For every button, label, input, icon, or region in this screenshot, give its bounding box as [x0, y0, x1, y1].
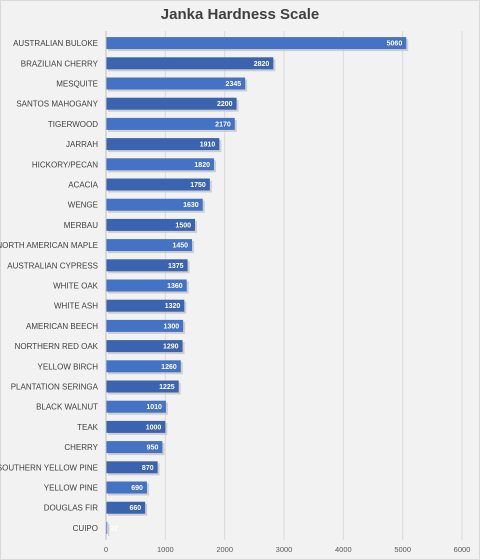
bar: [106, 299, 185, 312]
category-label: WHITE ASH: [54, 302, 98, 311]
bar: [106, 158, 214, 171]
value-label: 2200: [217, 101, 233, 108]
value-label: 1820: [194, 162, 210, 169]
bar: [106, 360, 181, 373]
bar: [106, 461, 158, 474]
chart-title: Janka Hardness Scale: [160, 6, 320, 23]
bar: [106, 117, 235, 130]
category-label: AMERICAN BEECH: [26, 322, 98, 331]
category-label: AUSTRALIAN CYPRESS: [7, 261, 98, 270]
category-label: SOUTHERN YELLOW PINE: [0, 463, 98, 472]
bar: [106, 178, 210, 191]
category-label: DOUGLAS FIR: [44, 504, 98, 513]
category-label: TEAK: [77, 423, 99, 432]
category-label: PLANTATION SERINGA: [11, 383, 99, 392]
category-label: YELLOW BIRCH: [38, 362, 99, 371]
bar: [106, 340, 183, 353]
value-label: 1500: [175, 222, 191, 229]
bar: [106, 37, 407, 50]
value-label: 1375: [168, 263, 184, 270]
category-label: WENGE: [68, 201, 98, 210]
category-label: NORTHERN RED OAK: [15, 342, 99, 351]
value-label: 1010: [146, 404, 162, 411]
x-tick-label: 4000: [335, 545, 352, 554]
x-tick-label: 6000: [454, 545, 471, 554]
category-label: ACACIA: [68, 181, 98, 190]
category-label: MERBAU: [64, 221, 98, 230]
bar: [106, 380, 179, 393]
bar: [106, 441, 163, 454]
value-label: 950: [147, 445, 159, 452]
category-label: SANTOS MAHOGANY: [16, 100, 98, 109]
category-label: AUSTRALIAN BULOKE: [13, 39, 98, 48]
category-label: YELLOW PINE: [44, 484, 98, 493]
category-label: HICKORY/PECAN: [32, 160, 98, 169]
bar: [106, 259, 188, 272]
value-label: 1000: [146, 424, 162, 431]
value-label: 1630: [183, 202, 199, 209]
category-label: JARRAH: [66, 140, 98, 149]
category-label: CHERRY: [64, 443, 98, 452]
value-label: 1750: [190, 182, 206, 189]
bar-shadow: [108, 523, 110, 536]
bar: [106, 97, 237, 110]
bar: [106, 239, 193, 252]
value-label: 5060: [387, 41, 403, 48]
value-label: 1360: [167, 283, 183, 290]
bar: [106, 279, 187, 292]
x-tick-label: 0: [104, 545, 108, 554]
category-label: TIGERWOOD: [48, 120, 98, 129]
value-label: 2345: [226, 81, 242, 88]
bar: [106, 218, 195, 231]
category-label: NORTH AMERICAN MAPLE: [0, 241, 98, 250]
value-label: 870: [142, 465, 154, 472]
value-label: 1290: [163, 344, 179, 351]
category-label: WHITE OAK: [53, 282, 99, 291]
value-label: 660: [129, 505, 141, 512]
category-label: MESQUITE: [56, 80, 98, 89]
value-label: 1320: [165, 303, 181, 310]
bar: [106, 420, 166, 433]
x-tick-label: 3000: [276, 545, 293, 554]
bar: [106, 501, 146, 514]
category-label: CUIPO: [73, 524, 98, 533]
bar: [106, 400, 166, 413]
value-label: 1260: [161, 364, 177, 371]
bar: [106, 481, 147, 494]
value-label: 1910: [200, 142, 216, 149]
value-label: 2820: [254, 61, 270, 68]
x-tick-label: 1000: [157, 545, 174, 554]
bar: [106, 57, 274, 70]
value-label: 690: [131, 485, 143, 492]
category-label: BRAZILIAN CHERRY: [21, 59, 99, 68]
value-label: 1300: [164, 323, 180, 330]
bar: [106, 521, 108, 534]
category-label: BLACK WALNUT: [36, 403, 98, 412]
bar: [106, 77, 246, 90]
value-label: 1450: [172, 243, 188, 250]
bar: [106, 319, 184, 332]
x-tick-label: 5000: [394, 545, 411, 554]
bar: [106, 198, 203, 211]
bar: [106, 138, 220, 151]
x-tick-label: 2000: [216, 545, 233, 554]
value-label: 1225: [159, 384, 175, 391]
value-label: 2170: [215, 121, 231, 128]
value-label: 22: [110, 525, 118, 532]
